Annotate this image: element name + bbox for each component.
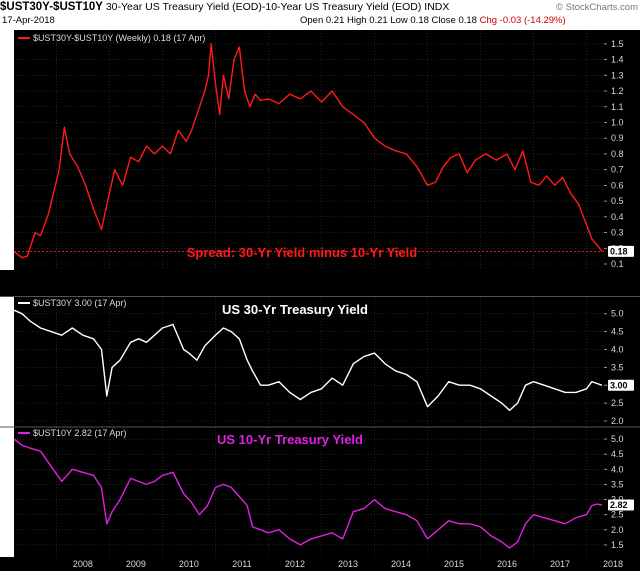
- y-tick-label: 0.7: [611, 165, 624, 175]
- ust10y-panel[interactable]: 1.52.02.53.03.54.04.55.0 200820092010201…: [0, 427, 640, 571]
- ust30y-last-value: 3.00: [610, 380, 628, 390]
- quote-date: 17-Apr-2018: [2, 15, 55, 26]
- ust10y-line: [13, 438, 603, 549]
- y-tick-label: 2.5: [611, 510, 624, 520]
- x-tick-label: 2015: [444, 559, 464, 569]
- symbol-description: 30-Year US Treasury Yield (EOD)-10-Year …: [105, 1, 422, 13]
- y-tick-label: 0.3: [611, 228, 624, 238]
- y-tick-label: 0.4: [611, 212, 624, 222]
- ust30y-title: US 30-Yr Treasury Yield: [222, 302, 368, 317]
- y-tick-label: 0.5: [611, 196, 624, 206]
- y-tick-label: 1.4: [611, 55, 624, 65]
- x-tick-label: 2009: [126, 559, 146, 569]
- quote-values: Open 0.21 High 0.21 Low 0.18 Close 0.18 …: [300, 15, 566, 26]
- ust10y-title: US 10-Yr Treasury Yield: [217, 432, 363, 447]
- close-value: Close 0.18: [431, 15, 477, 26]
- ust30y-panel[interactable]: 2.02.53.03.54.04.55.0 $UST30Y 3.00 (17 A…: [13, 297, 640, 427]
- chart-header-quote: 17-Apr-2018 Open 0.21 High 0.21 Low 0.18…: [0, 15, 640, 29]
- x-tick-label: 2010: [179, 559, 199, 569]
- spread-legend-text: $UST30Y-$UST10Y (Weekly) 0.18 (17 Apr): [33, 33, 205, 43]
- symbol-label: $UST30Y-$UST10Y: [0, 1, 103, 13]
- ust10y-last-value-tag: 2.82: [608, 499, 634, 511]
- ust30y-last-value-tag: 3.00: [608, 379, 634, 391]
- x-tick-label: 2014: [391, 559, 411, 569]
- y-tick-label: 3.5: [611, 479, 624, 489]
- y-tick-label: 1.2: [611, 86, 624, 96]
- y-tick-label: 0.6: [611, 180, 624, 190]
- y-tick-label: 4.5: [611, 327, 624, 337]
- spread-grid: [14, 30, 604, 270]
- y-tick-label: 4.0: [611, 344, 624, 354]
- x-tick-label: 2011: [232, 559, 251, 569]
- brand-watermark[interactable]: © StockCharts.com: [556, 2, 638, 13]
- ust10y-grid: [14, 427, 604, 557]
- y-tick-label: 1.0: [611, 117, 624, 127]
- y-tick-label: 2.5: [611, 398, 624, 408]
- spread-plot-area: [14, 30, 604, 270]
- ust30y-line: [13, 309, 603, 411]
- exchange-label: INDX: [424, 1, 450, 13]
- y-tick-label: 0.8: [611, 149, 624, 159]
- x-tick-label: 2016: [497, 559, 517, 569]
- ust30y-legend: $UST30Y 3.00 (17 Apr): [18, 298, 126, 308]
- open-value: Open 0.21: [300, 15, 345, 26]
- x-tick-label: 2008: [73, 559, 93, 569]
- spread-legend: $UST30Y-$UST10Y (Weekly) 0.18 (17 Apr): [18, 33, 205, 43]
- y-tick-label: 5.0: [611, 309, 624, 319]
- spread-last-value: 0.18: [610, 247, 628, 257]
- ust30y-grid: [14, 297, 604, 427]
- y-tick-label: 3.5: [611, 362, 624, 372]
- y-tick-label: 4.5: [611, 449, 624, 459]
- y-tick-label: 2.0: [611, 525, 624, 535]
- ust10y-legend-text: $UST10Y 2.82 (17 Apr): [33, 428, 126, 438]
- ust10y-x-axis-area: [0, 557, 604, 571]
- ust10y-legend: $UST10Y 2.82 (17 Apr): [18, 428, 126, 438]
- ust10y-last-value: 2.82: [610, 500, 628, 510]
- ust30y-axis-area: [604, 297, 640, 427]
- change-value: Chg -0.03 (-14.29%): [479, 15, 566, 26]
- ust10y-plot-area: [14, 427, 604, 557]
- y-tick-label: 5.0: [611, 434, 624, 444]
- high-value: High 0.21: [347, 15, 388, 26]
- spread-axis-area: [604, 30, 640, 270]
- y-tick-label: 4.0: [611, 464, 624, 474]
- y-tick-label: 0.9: [611, 133, 624, 143]
- x-tick-label: 2012: [285, 559, 305, 569]
- ust10y-axis-area: [604, 427, 640, 571]
- spread-annotation: Spread: 30-Yr Yield minus 10-Yr Yield: [187, 245, 418, 260]
- y-tick-label: 1.5: [611, 39, 624, 49]
- x-tick-label: 2013: [338, 559, 358, 569]
- ust10y-x-axis: 2008 2009 2010 2011 2012 2013 2014 2015 2016 2017…: [73, 559, 623, 569]
- spread-last-value-tag: 0.18: [608, 245, 634, 257]
- ust30y-legend-text: $UST30Y 3.00 (17 Apr): [33, 298, 126, 308]
- y-tick-label: 2.0: [611, 416, 624, 426]
- spread-panel[interactable]: 0.10.20.30.40.50.60.70.80.91.01.11.21.31…: [13, 30, 640, 290]
- ust30y-plot-area: [14, 297, 604, 427]
- low-value: Low 0.18: [390, 15, 429, 26]
- chart-header-title: $UST30Y-$UST10Y 30-Year US Treasury Yiel…: [0, 1, 640, 15]
- spread-x-axis-band: [0, 270, 640, 297]
- x-tick-label: 2018: [603, 559, 623, 569]
- y-tick-label: 1.5: [611, 540, 624, 550]
- spread-line: [13, 43, 603, 259]
- y-tick-label: 1.1: [611, 102, 624, 112]
- y-tick-label: 1.3: [611, 70, 624, 80]
- x-tick-label: 2017: [550, 559, 570, 569]
- y-tick-label: 0.1: [611, 259, 624, 269]
